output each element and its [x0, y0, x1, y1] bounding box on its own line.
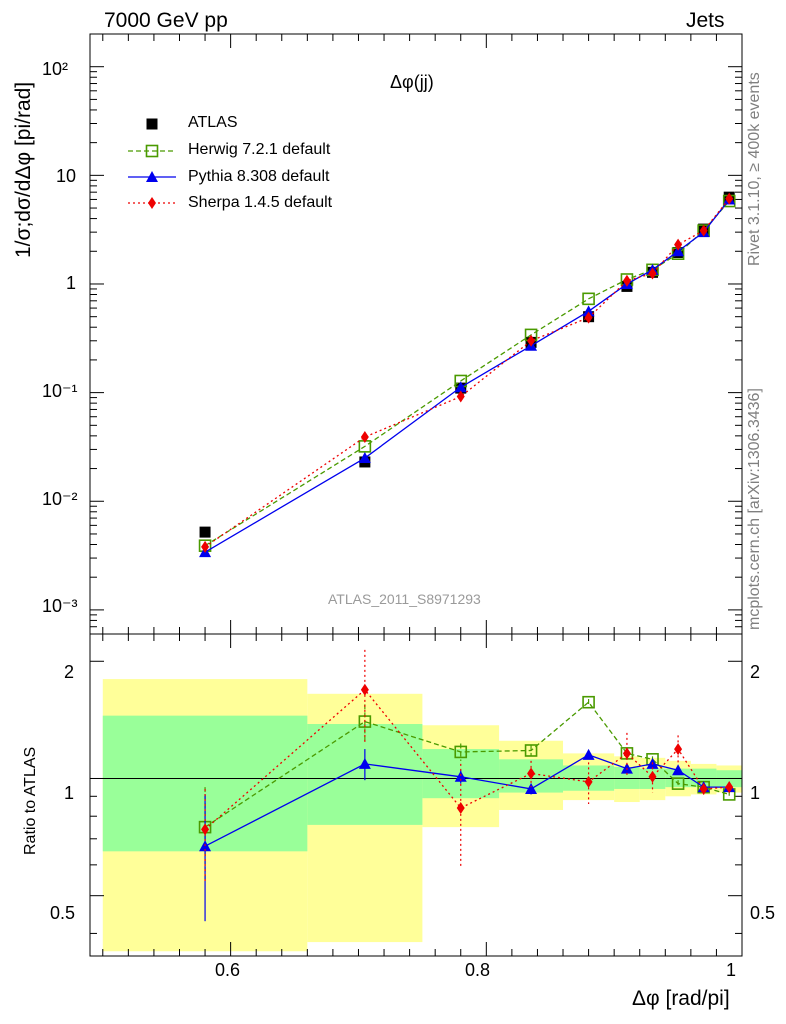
main-y-axis-label: 1/σ;dσ/dΔφ [pi/rad]	[12, 81, 35, 258]
ratio-panel-frame	[89, 633, 743, 957]
main-data-point	[201, 540, 210, 553]
main-data-point	[584, 311, 593, 324]
ratio-data-point	[201, 823, 210, 836]
ratio-data-point	[524, 744, 538, 757]
main-series-group	[198, 191, 736, 558]
ratio-y-axis-label: Ratio to ATLAS	[22, 746, 39, 855]
main-data-point	[582, 292, 595, 306]
ratio-data-point	[584, 775, 593, 788]
legend-label-herwig: Herwig 7.2.1 default	[188, 141, 331, 158]
ratio-y-tick-label: 1	[64, 783, 75, 803]
main-series-line	[204, 198, 730, 548]
ratio-series-line	[204, 754, 730, 847]
analysis-watermark: ATLAS_2011_S8971293	[328, 591, 481, 607]
ratio-data-point	[648, 770, 657, 783]
main-data-point	[648, 267, 657, 280]
legend-marker	[146, 118, 158, 130]
energy-label: 7000 GeV pp	[104, 9, 228, 32]
main-data-point	[699, 224, 708, 237]
ratio-data-point	[456, 801, 465, 814]
main-data-point	[454, 381, 467, 393]
x-tick-label: 1	[726, 960, 737, 980]
main-data-point	[527, 334, 536, 347]
ratio-y-tick-label: 0.5	[50, 903, 76, 923]
ratio-y-tick-label: 2	[64, 662, 75, 682]
ratio-data-point	[725, 781, 734, 794]
main-data-point	[582, 305, 595, 317]
main-y-tick-label: 10⁻¹	[42, 381, 78, 401]
ratio-data-point	[671, 777, 685, 790]
main-data-point	[456, 390, 465, 403]
ratio-data-point	[699, 782, 708, 795]
ratio-data-point	[525, 782, 538, 794]
ratio-data-point	[582, 748, 595, 760]
x-tick-label: 0.6	[215, 960, 241, 980]
rivet-version-label: Rivet 3.1.10, ≥ 400k events	[746, 72, 763, 266]
x-tick-label: 0.8	[465, 960, 491, 980]
ratio-data-point	[672, 764, 685, 776]
main-y-tick-label: 10⁻³	[42, 596, 78, 616]
ratio-series-line	[204, 701, 730, 828]
ratio-y-tick-label-right: 0.5	[750, 903, 776, 923]
main-series-line	[204, 200, 730, 547]
chart-title: Δφ(jj)	[390, 72, 434, 92]
main-y-tick-label: 10	[56, 166, 77, 186]
main-y-tick-label: 1	[66, 273, 77, 293]
main-data-point	[360, 431, 369, 444]
ratio-y-tick-label-right: 2	[750, 662, 761, 682]
ratio-data-point	[358, 757, 371, 769]
ratio-data-point	[582, 695, 595, 709]
main-data-point	[358, 452, 371, 464]
ratio-data-point	[360, 683, 369, 696]
mcplots-label: mcplots.cern.ch [arXiv:1306.3436]	[746, 388, 763, 630]
main-data-point	[674, 238, 683, 251]
main-y-tick-label: 10⁻²	[42, 489, 78, 509]
main-data-point	[199, 526, 211, 538]
legend-marker	[146, 171, 158, 182]
ratio-data-point	[674, 743, 683, 756]
ratio-data-point	[454, 770, 467, 782]
legend-marker	[148, 197, 156, 209]
main-data-point	[725, 192, 734, 205]
legend-marker	[145, 144, 159, 158]
legend-marks	[128, 118, 176, 209]
process-label: Jets	[686, 9, 725, 32]
ratio-series-group	[198, 649, 736, 922]
legend-label-sherpa: Sherpa 1.4.5 default	[188, 194, 333, 211]
legend-label-pythia: Pythia 8.308 default	[188, 168, 330, 185]
ratio-y-tick-label-right: 1	[750, 783, 761, 803]
ratio-data-point	[527, 767, 536, 780]
main-y-tick-label: 10²	[42, 59, 69, 79]
main-series-line	[204, 199, 730, 553]
legend-label-atlas: ATLAS	[188, 114, 238, 131]
ratio-uncertainty-bands	[90, 679, 742, 952]
x-axis-label: Δφ [rad/pi]	[632, 987, 730, 1010]
ratio-data-point	[622, 747, 631, 760]
main-data-point	[622, 274, 631, 287]
axes-ticks	[90, 33, 743, 956]
ratio-data-point	[454, 745, 468, 759]
main-data-point	[672, 245, 685, 257]
